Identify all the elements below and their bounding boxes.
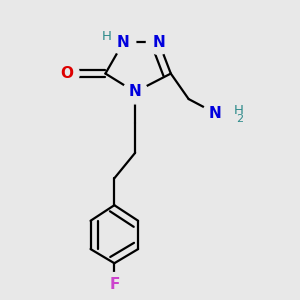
Circle shape (146, 31, 171, 54)
Circle shape (111, 31, 136, 54)
Text: H: H (234, 104, 244, 117)
Circle shape (54, 62, 79, 86)
Circle shape (102, 273, 127, 296)
Text: F: F (109, 277, 119, 292)
Text: N: N (152, 35, 165, 50)
Text: N: N (117, 35, 130, 50)
Circle shape (123, 80, 148, 104)
Text: N: N (209, 106, 222, 121)
Text: 2: 2 (236, 114, 243, 124)
Text: O: O (60, 66, 73, 81)
Text: N: N (129, 85, 142, 100)
Circle shape (203, 101, 228, 125)
Text: H: H (102, 30, 112, 43)
